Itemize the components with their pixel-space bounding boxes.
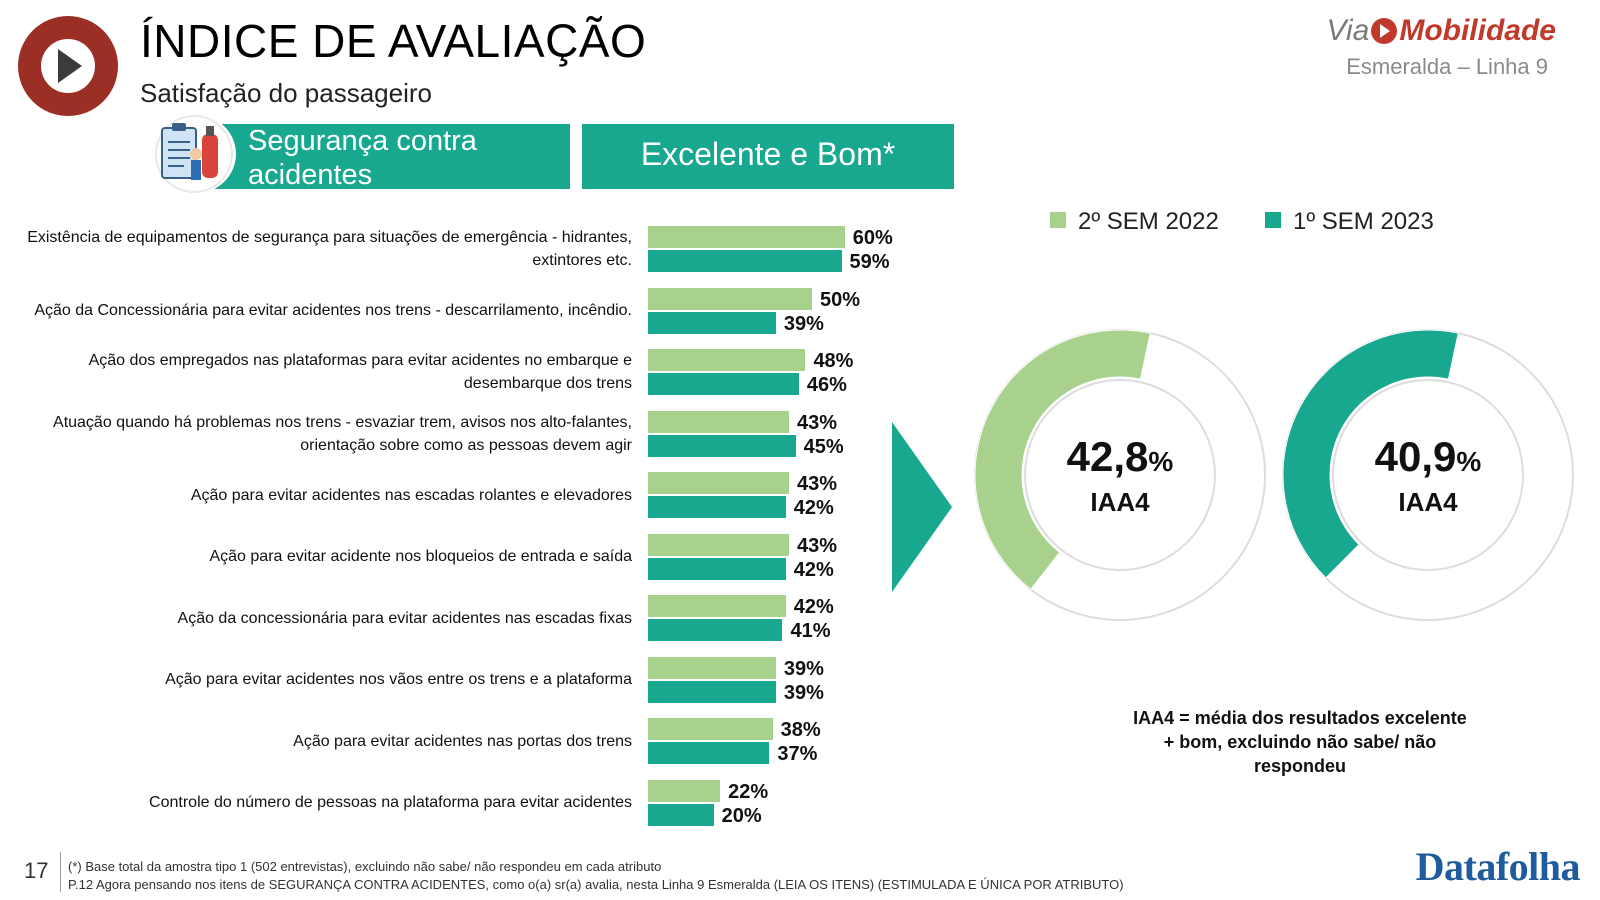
bar-value-label: 39% — [783, 312, 824, 335]
bar-value-label: 43% — [797, 534, 838, 557]
bar-value-label: 59% — [849, 251, 890, 273]
footer-question-note: P.12 Agora pensando nos itens de SEGURAN… — [68, 877, 1124, 892]
bar-2022 — [648, 595, 786, 617]
topic-banner: Segurança contra acidentes — [212, 124, 570, 191]
bar-value-label: 60% — [852, 227, 893, 249]
bar-2022 — [648, 472, 790, 494]
donut-caption-2022: IAA4 — [1090, 487, 1150, 517]
donut-value-2023-number: 40,9 — [1374, 433, 1457, 480]
bar-value-label: 39% — [783, 657, 824, 680]
category-label: Ação dos empregados nas plataformas para… — [88, 352, 632, 392]
footer-divider — [60, 852, 61, 892]
donut-value-2023-unit: % — [1456, 446, 1482, 477]
legend-label-2022: 2º SEM 2022 — [1078, 208, 1219, 235]
category-label: Ação para evitar acidentes nas portas do… — [293, 732, 632, 750]
category-label: Atuação quando há problemas nos trens - … — [53, 413, 632, 454]
bar-value-label: 43% — [797, 473, 838, 495]
bar-value-label: 39% — [783, 681, 824, 704]
category-label: Ação da concessionária para evitar acide… — [177, 609, 632, 627]
bar-value-label: 42% — [793, 497, 834, 519]
bar-value-label: 48% — [813, 350, 854, 372]
bar-2022 — [648, 287, 812, 310]
bar-2023 — [648, 680, 776, 703]
brand-play-icon — [1371, 18, 1398, 44]
category-label: Controle do número de pessoas na platafo… — [149, 794, 632, 811]
metric-banner-label: Excelente e Bom* — [640, 136, 896, 172]
bar-2023 — [648, 619, 783, 641]
bar-value-label: 43% — [797, 411, 838, 434]
bar-2022 — [648, 779, 721, 802]
bar-2023 — [648, 496, 786, 518]
category-label: Existência de equipamentos de segurança … — [27, 229, 632, 269]
footer-base-note: (*) Base total da amostra tipo 1 (502 en… — [68, 859, 662, 874]
page-subtitle: Satisfação do passageiro — [140, 78, 432, 108]
brand-name: Mobilidade — [1399, 14, 1556, 47]
bar-2023 — [648, 311, 776, 334]
safety-clipboard-icon — [152, 114, 236, 194]
legend-swatch-2023 — [1265, 212, 1281, 228]
donut-chart-2022: 42,8% IAA4 — [970, 325, 1270, 625]
category-label: Ação para evitar acidentes nos vãos entr… — [165, 671, 632, 688]
donut-arc-2023 — [1282, 329, 1459, 579]
donut-2022-svg — [974, 329, 1266, 621]
bar-value-label: 42% — [793, 596, 834, 618]
donut-arc-2022 — [974, 329, 1151, 591]
bar-value-label: 42% — [793, 558, 834, 581]
bar-2022 — [648, 349, 806, 371]
metric-banner: Excelente e Bom* — [582, 124, 954, 189]
donut-caption-2023: IAA4 — [1398, 487, 1458, 517]
bar-value-label: 45% — [803, 435, 844, 458]
legend-swatch-2022 — [1050, 212, 1066, 228]
bar-2023 — [648, 557, 786, 580]
legend-label-2023: 1º SEM 2023 — [1293, 208, 1434, 235]
bar-2022 — [648, 533, 790, 556]
bar-value-label: 38% — [780, 719, 821, 741]
donut-2023-svg — [1282, 329, 1574, 621]
brand-prefix: Via — [1326, 14, 1370, 47]
bar-2022 — [648, 226, 845, 248]
bar-value-label: 50% — [820, 288, 861, 311]
bar-value-label: 37% — [777, 743, 818, 765]
topic-banner-label: Segurança contra acidentes — [248, 125, 477, 191]
page-number: 17 — [24, 858, 49, 883]
donut-chart-2023: 40,9% IAA4 — [1278, 325, 1578, 625]
bar-2022 — [648, 410, 790, 433]
donut-value-2022-number: 42,8 — [1066, 433, 1149, 480]
category-label: Ação para evitar acidentes nas escadas r… — [190, 486, 632, 504]
bar-value-label: 20% — [721, 804, 762, 827]
brand-logo: Via Mobilidade — [1327, 14, 1557, 48]
bar-value-label: 46% — [806, 374, 847, 396]
bar-2022 — [648, 656, 776, 679]
iaa4-note: IAA4 = média dos resultados excelente + … — [1133, 708, 1467, 776]
brand-line-label: Esmeralda – Linha 9 — [1346, 54, 1548, 79]
source-logo: Datafolha — [1415, 844, 1581, 889]
page-title: ÍNDICE DE AVALIAÇÃO — [140, 15, 647, 67]
donut-value-2022-unit: % — [1148, 446, 1174, 477]
donut-value-2022: 42,8% — [970, 433, 1270, 481]
category-label: Ação para evitar acidente nos bloqueios … — [209, 548, 632, 565]
chevron-right-icon — [892, 422, 952, 592]
bar-value-label: 22% — [728, 780, 769, 803]
bar-value-label: 41% — [790, 620, 831, 642]
bar-2023 — [648, 803, 714, 826]
category-label: Ação da Concessionária para evitar acide… — [34, 302, 632, 319]
bar-2023 — [648, 434, 796, 457]
bar-2023 — [648, 373, 799, 395]
bar-2023 — [648, 742, 770, 764]
play-logo-icon — [18, 16, 118, 116]
legend-item-2022: 2º SEM 2022 — [1050, 208, 1219, 236]
donut-value-2023: 40,9% — [1278, 433, 1578, 481]
legend-item-2023: 1º SEM 2023 — [1265, 208, 1434, 236]
bar-2022 — [648, 718, 773, 740]
bar-2023 — [648, 250, 842, 272]
